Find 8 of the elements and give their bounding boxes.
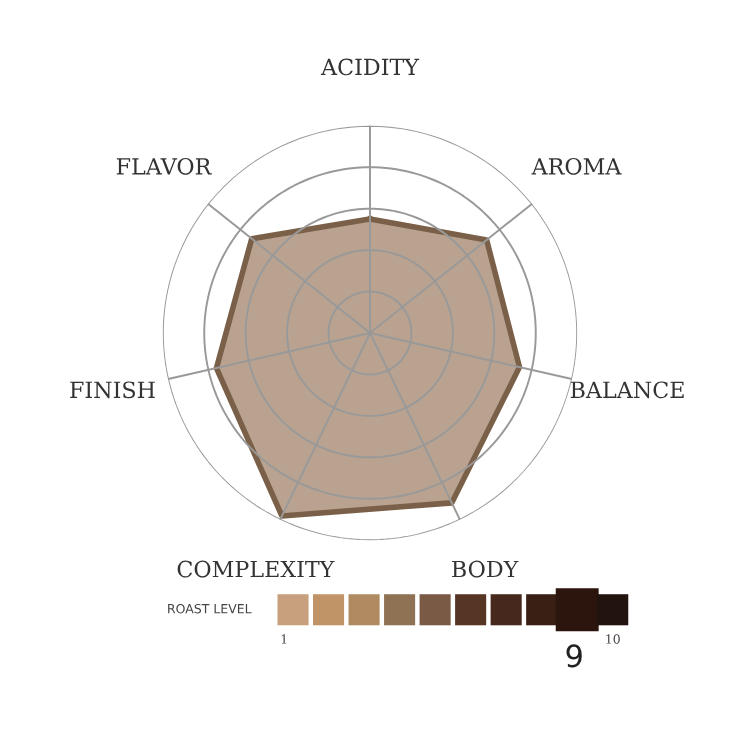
spoke-label: ACIDITY — [320, 58, 420, 76]
spoke-label: AROMA — [531, 157, 622, 175]
text: 9 — [566, 644, 582, 668]
spoke-label: COMPLEXITY — [177, 560, 335, 578]
spoke-label: FINISH — [70, 381, 155, 399]
spoke-label: FLAVOR — [116, 157, 212, 175]
spoke-label: BALANCE — [570, 381, 684, 399]
spoke-label: BODY — [452, 560, 519, 578]
